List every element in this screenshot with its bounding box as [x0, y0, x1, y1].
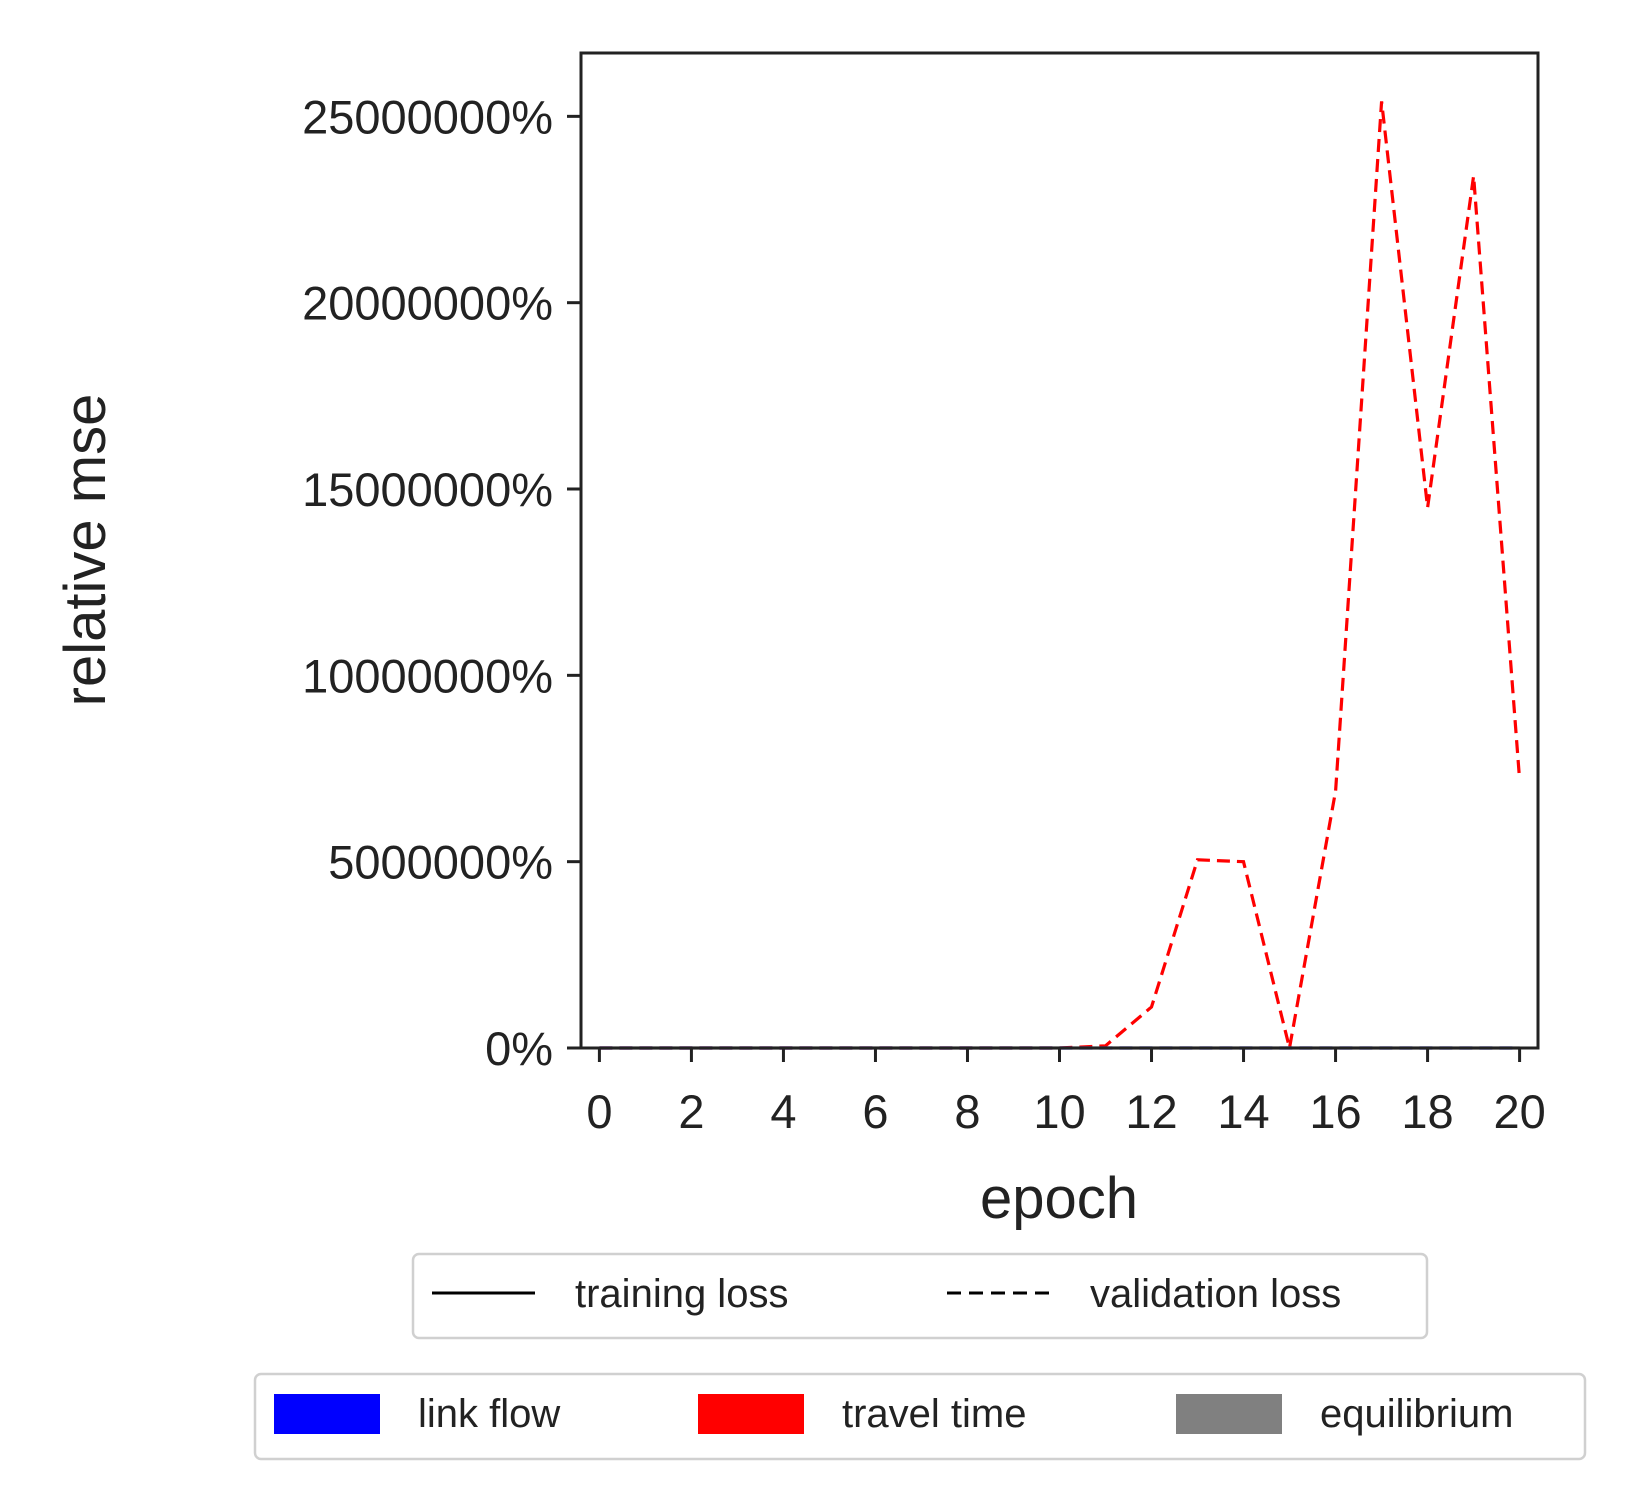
- legend-equilibrium-label: equilibrium: [1320, 1392, 1513, 1436]
- x-tick-label: 18: [1401, 1085, 1453, 1138]
- x-tick-label: 4: [770, 1085, 796, 1138]
- y-tick-label: 20000000%: [302, 277, 553, 330]
- y-tick-label: 0%: [485, 1022, 553, 1075]
- legend-equilibrium-swatch: [1176, 1394, 1282, 1434]
- x-axis-ticks: 0 2 4 6 8 10 12 14 16 18 20: [586, 1048, 1546, 1138]
- x-axis-label: epoch: [980, 1166, 1138, 1231]
- y-tick-label: 5000000%: [328, 836, 553, 889]
- legend-line-style: training loss validation loss: [411, 1252, 1429, 1340]
- legend-components: link flow travel time equilibrium: [253, 1372, 1587, 1461]
- legend-validation-loss-label: validation loss: [1090, 1272, 1341, 1316]
- x-tick-label: 16: [1309, 1085, 1361, 1138]
- x-tick-label: 20: [1493, 1085, 1545, 1138]
- y-tick-label: 10000000%: [302, 649, 553, 702]
- y-axis-label: relative mse: [53, 394, 118, 707]
- x-tick-label: 8: [954, 1085, 980, 1138]
- x-tick-label: 12: [1125, 1085, 1177, 1138]
- x-tick-label: 10: [1033, 1085, 1085, 1138]
- x-tick-label: 6: [862, 1085, 888, 1138]
- legend-training-loss-label: training loss: [575, 1272, 788, 1316]
- y-tick-label: 25000000%: [302, 90, 553, 143]
- legend-travel-time-label: travel time: [842, 1392, 1027, 1436]
- x-tick-label: 14: [1217, 1085, 1269, 1138]
- legend-travel-time-swatch: [698, 1394, 804, 1434]
- x-tick-label: 2: [678, 1085, 704, 1138]
- x-tick-label: 0: [586, 1085, 612, 1138]
- y-axis-ticks: 0% 5000000% 10000000% 15000000% 20000000% 250…: [302, 90, 581, 1075]
- legend-link-flow-swatch: [274, 1394, 380, 1434]
- y-tick-label: 15000000%: [302, 463, 553, 516]
- series-line-travel-time: [599, 101, 1522, 1050]
- legend-link-flow-label: link flow: [418, 1392, 560, 1436]
- legend-line-style-box: [411, 1252, 1429, 1340]
- plot-series: [599, 101, 1522, 1050]
